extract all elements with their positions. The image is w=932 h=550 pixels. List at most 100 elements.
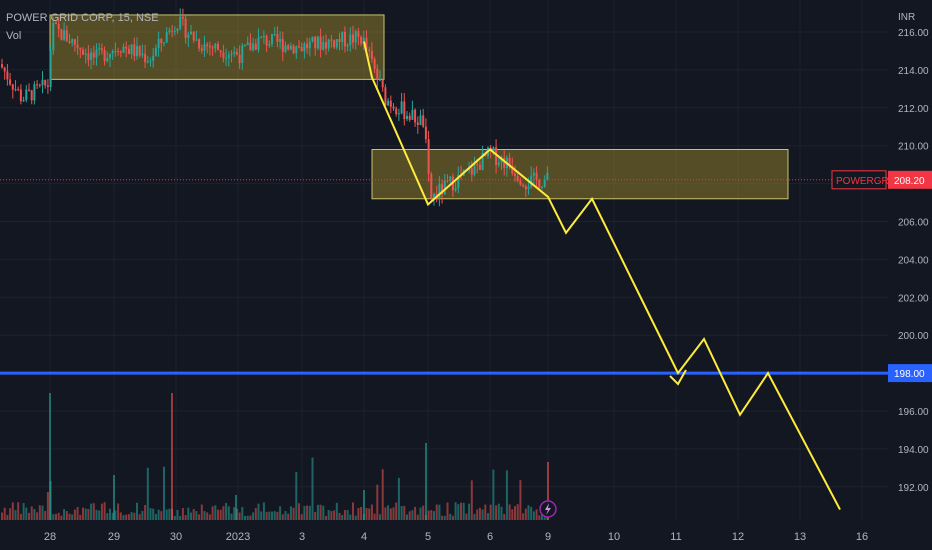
candle-body (476, 163, 479, 165)
price-tick-label: 192.00 (898, 483, 929, 494)
volume-bar (354, 515, 357, 520)
price-tick-label: 202.00 (898, 293, 929, 304)
candle-body (17, 89, 20, 91)
candle-body (514, 173, 516, 176)
candle-body (546, 172, 549, 181)
volume-bar (457, 504, 460, 520)
volume-bar (14, 510, 17, 520)
candle-body (314, 36, 317, 49)
volume-bar (468, 503, 471, 520)
candle-body (6, 71, 9, 80)
candle-body (373, 59, 376, 69)
volume-bar (327, 509, 330, 520)
price-tick-label: 200.00 (898, 331, 929, 342)
volume-bar (1, 512, 3, 520)
candle-body (57, 23, 60, 30)
candle-body (60, 29, 63, 40)
candle-body (211, 47, 214, 49)
candle-body (36, 84, 39, 86)
volume-bar (238, 512, 241, 520)
volume-bar (265, 511, 268, 520)
candle-body (357, 31, 360, 37)
volume-bar (281, 514, 284, 520)
candle-body (79, 48, 82, 50)
volume-bar (473, 513, 476, 520)
candle-body (30, 90, 33, 101)
volume-bar (271, 511, 273, 520)
candle-body (519, 180, 522, 185)
volume-spike (363, 490, 365, 520)
volume-indicator-label[interactable]: Vol (6, 30, 22, 42)
zone-box (371, 148, 789, 200)
candle-body (538, 179, 541, 188)
volume-spike (113, 475, 115, 520)
volume-bar (190, 512, 192, 520)
volume-bar (357, 508, 360, 520)
lightning-icon[interactable] (539, 500, 557, 518)
candle-body (95, 49, 98, 58)
candle-body (497, 162, 500, 165)
volume-bar (168, 508, 171, 520)
volume-bar (195, 511, 198, 520)
candle-body (14, 89, 17, 91)
volume-bar (82, 507, 84, 520)
volume-bar (136, 502, 138, 520)
volume-bar (122, 515, 125, 520)
price-tick-label: 210.00 (898, 142, 929, 153)
volume-bar (57, 512, 60, 520)
volume-bar (397, 477, 400, 520)
candle-body (1, 64, 3, 68)
volume-bar (146, 467, 149, 520)
time-tick-label: 11 (670, 531, 681, 543)
candle-body (160, 38, 163, 44)
candle-body (3, 67, 6, 72)
volume-bar (71, 514, 74, 520)
volume-bar (33, 509, 36, 520)
time-tick-label: 13 (794, 531, 806, 543)
price-tick-label: 194.00 (898, 445, 929, 456)
candle-body (19, 89, 22, 102)
volume-bar (538, 515, 541, 520)
time-tick-label: 2023 (226, 531, 250, 543)
candle-body (106, 57, 109, 62)
time-tick-label: 12 (732, 531, 744, 543)
candle-body (225, 57, 228, 59)
volume-bar (500, 506, 503, 520)
candle-body (28, 89, 30, 91)
time-tick-label: 28 (44, 531, 56, 543)
time-tick-label: 9 (545, 531, 551, 543)
candle-body (25, 89, 28, 101)
candle-body (230, 53, 233, 55)
candle-body (163, 42, 165, 44)
candle-body (325, 42, 327, 49)
volume-bar (300, 514, 303, 520)
candle-body (535, 172, 538, 180)
candle-body (530, 175, 533, 187)
volume-bar (451, 515, 454, 520)
volume-bar (114, 510, 117, 520)
candle-body (206, 44, 209, 47)
volume-bar (530, 506, 533, 520)
volume-bar (179, 515, 182, 520)
volume-bar (203, 510, 206, 520)
volume-layer (1, 393, 549, 520)
volume-bar (92, 503, 95, 520)
symbol-title[interactable]: POWER GRID CORP, 15, NSE (6, 12, 159, 24)
candle-body (84, 53, 87, 55)
candle-body (195, 39, 198, 41)
candle-body (397, 113, 400, 115)
volume-bar (465, 513, 468, 520)
candle-body (179, 16, 182, 29)
candle-body (370, 50, 373, 60)
volume-bar (144, 504, 147, 520)
candle-body (408, 115, 411, 120)
volume-bar (68, 513, 71, 520)
volume-bar (152, 508, 155, 520)
volume-bar (3, 507, 6, 520)
volume-bar (30, 506, 33, 520)
candle-body (330, 39, 333, 41)
candle-body (119, 51, 122, 53)
candle-body (235, 51, 238, 55)
volume-bar (36, 512, 39, 520)
